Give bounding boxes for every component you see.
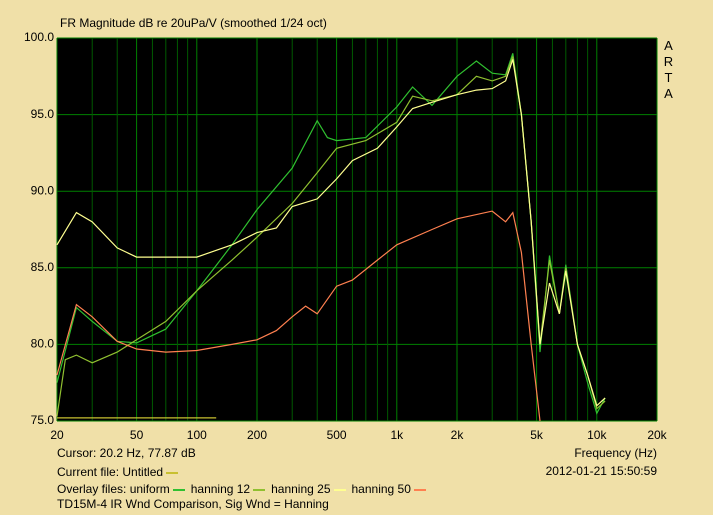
y-tick-label: 95.0 xyxy=(31,107,55,121)
x-tick-label: 10k xyxy=(587,428,607,442)
x-tick-label: 20 xyxy=(50,428,64,442)
x-tick-label: 2k xyxy=(451,428,465,442)
x-tick-label: 20k xyxy=(647,428,667,442)
legend-swatch xyxy=(166,471,179,474)
legend-entry: Untitled xyxy=(122,465,164,479)
plot-area xyxy=(57,38,657,421)
timestamp: 2012-01-21 15:50:59 xyxy=(546,464,658,478)
cursor-readout: Cursor: 20.2 Hz, 77.87 dB xyxy=(57,446,196,460)
legend-entry: uniform xyxy=(129,482,170,496)
legend-heading: Current file: xyxy=(57,465,120,479)
x-tick-label: 50 xyxy=(130,428,144,442)
legend-entry: hanning 50 xyxy=(351,482,411,496)
x-tick-label: 1k xyxy=(390,428,404,442)
y-tick-label: 80.0 xyxy=(31,337,55,351)
legend-swatch xyxy=(333,488,346,491)
y-tick-label: 75.0 xyxy=(31,413,55,427)
x-axis-label: Frequency (Hz) xyxy=(574,446,657,460)
legend-heading: Overlay files: xyxy=(57,482,127,496)
overlay-legend: Overlay files: uniform hanning 12 hanning … xyxy=(57,482,432,496)
legend-entry: hanning 25 xyxy=(271,482,331,496)
y-tick-label: 85.0 xyxy=(31,260,55,274)
y-tick-label: 100.0 xyxy=(24,30,54,44)
legend-swatch xyxy=(253,488,266,491)
x-tick-label: 500 xyxy=(327,428,347,442)
brand: ARTA xyxy=(661,38,676,102)
legend-swatch xyxy=(413,488,426,491)
x-tick-label: 200 xyxy=(247,428,267,442)
legend-entry: hanning 12 xyxy=(190,482,251,496)
current-file: Current file: Untitled xyxy=(57,465,184,479)
y-tick-label: 90.0 xyxy=(31,183,55,197)
chart-title: FR Magnitude dB re 20uPa/V (smoothed 1/2… xyxy=(60,16,327,30)
x-tick-label: 100 xyxy=(187,428,207,442)
series-line xyxy=(56,59,606,407)
x-tick-label: 5k xyxy=(530,428,544,442)
series-line xyxy=(56,210,541,422)
legend-swatch xyxy=(172,488,185,491)
series-line xyxy=(56,56,606,417)
footer: TD15M-4 IR Wnd Comparison, Sig Wnd = Han… xyxy=(57,497,329,511)
